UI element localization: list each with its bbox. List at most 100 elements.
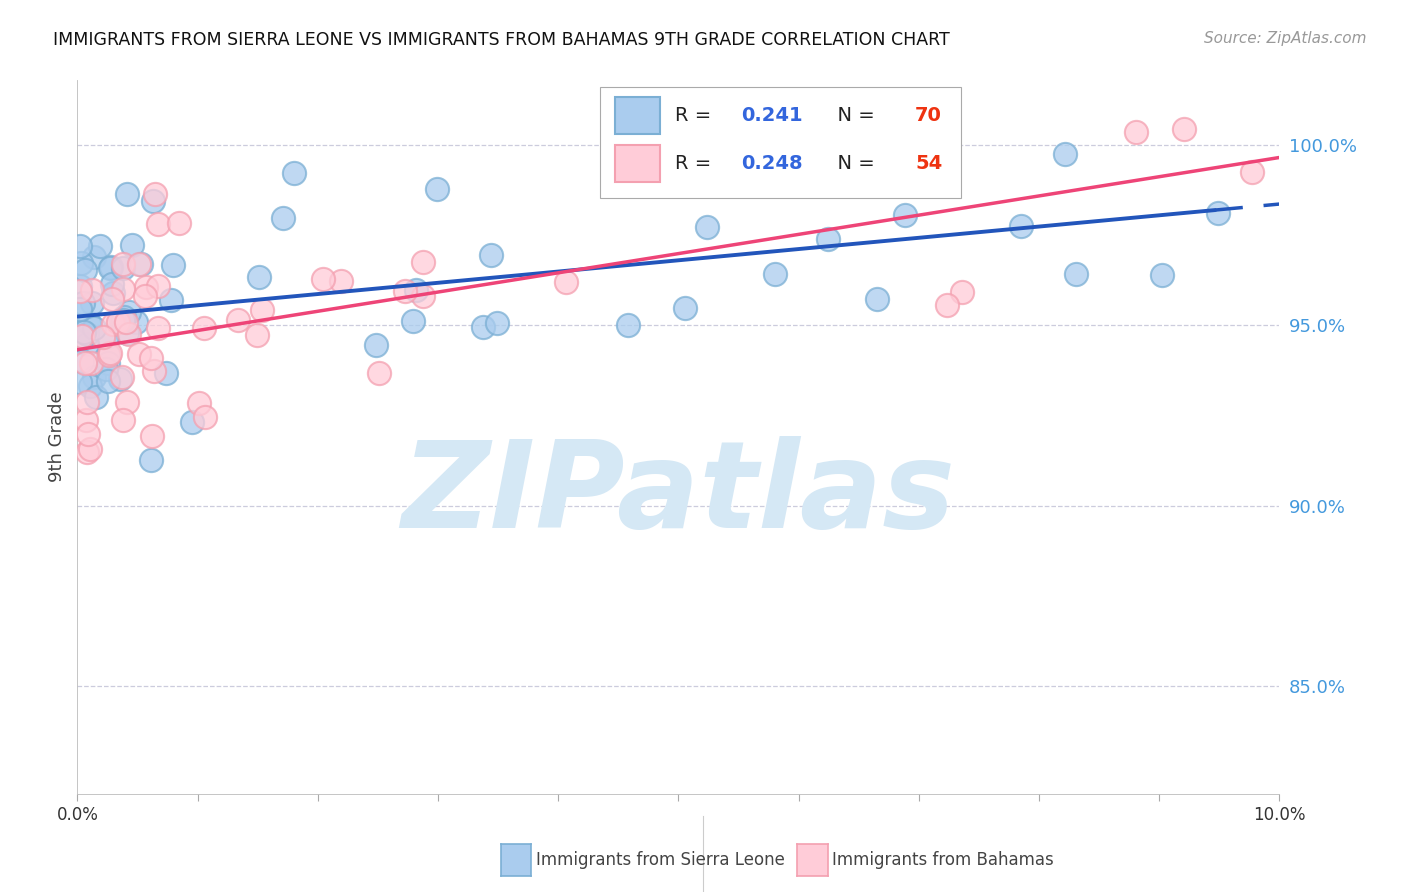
Point [866,292,889,306]
Text: IMMIGRANTS FROM SIERRA LEONE VS IMMIGRANTS FROM BAHAMAS 9TH GRADE CORRELATION CH: IMMIGRANTS FROM SIERRA LEONE VS IMMIGRAN… [53,31,950,49]
Point [1054,146,1077,161]
Point [142,364,165,378]
Text: 0.248: 0.248 [741,154,803,173]
Point [146,217,169,231]
Point [1173,122,1195,136]
Point [696,219,718,234]
Text: R =: R = [675,154,717,173]
Point [139,452,162,467]
Point [141,351,163,366]
Point [312,271,335,285]
Point [412,255,434,269]
Point [100,292,122,306]
Point [1010,219,1032,233]
Y-axis label: 9th Grade: 9th Grade [48,392,66,483]
Point [142,194,165,209]
FancyBboxPatch shape [614,145,661,182]
Point [97,356,120,370]
Point [115,187,138,202]
Point [100,260,122,275]
Point [555,276,578,290]
Text: 0.241: 0.241 [741,106,803,125]
Point [96,330,118,344]
Point [472,320,495,334]
Point [76,445,98,459]
Point [115,315,138,329]
Point [426,181,449,195]
Point [1064,267,1087,281]
Point [89,239,111,253]
Point [69,284,91,298]
Point [245,327,267,342]
Point [135,280,157,294]
Point [283,166,305,180]
Point [83,320,105,334]
Point [72,354,94,368]
Point [69,376,91,390]
Point [675,301,697,316]
Point [108,372,131,386]
Point [69,239,91,253]
Point [485,316,508,330]
Point [111,314,134,328]
Point [412,289,434,303]
Text: R =: R = [675,106,717,125]
Point [73,263,96,277]
Point [1206,205,1229,219]
Point [159,293,181,307]
Point [167,216,190,230]
Text: Source: ZipAtlas.com: Source: ZipAtlas.com [1204,31,1367,46]
Point [118,327,141,342]
Point [98,261,121,276]
Point [83,369,105,384]
Point [193,409,215,424]
Point [98,347,121,361]
Point [80,356,103,370]
Point [950,285,973,299]
Point [101,277,124,291]
Text: ZIPatlas: ZIPatlas [401,435,956,553]
Point [247,270,270,285]
Point [1240,165,1263,179]
Point [112,257,135,271]
Point [94,362,117,376]
Point [910,144,932,158]
Point [103,317,125,331]
Point [83,250,105,264]
Point [77,316,100,330]
Point [479,248,502,262]
Point [366,338,388,352]
Text: Immigrants from Sierra Leone: Immigrants from Sierra Leone [536,851,785,869]
FancyBboxPatch shape [600,87,960,198]
Point [405,283,427,297]
Point [77,426,100,441]
Point [76,327,98,342]
Point [115,326,138,340]
FancyBboxPatch shape [614,96,661,134]
Point [70,329,93,343]
Point [394,284,416,298]
Point [112,310,135,324]
Text: N =: N = [825,154,882,173]
Text: 54: 54 [915,154,942,173]
Point [193,320,215,334]
Point [141,429,163,443]
Point [111,369,134,384]
Point [1125,125,1147,139]
Point [1152,268,1174,283]
Point [76,395,98,409]
Point [72,296,94,310]
Point [188,396,211,410]
Point [69,278,91,293]
Point [226,312,249,326]
Point [112,313,135,327]
Point [146,320,169,334]
Point [69,302,91,317]
Point [145,186,167,201]
Text: Immigrants from Bahamas: Immigrants from Bahamas [832,851,1054,869]
Point [146,278,169,293]
Point [128,257,150,271]
Point [155,367,177,381]
Point [683,150,706,164]
Point [134,289,156,303]
